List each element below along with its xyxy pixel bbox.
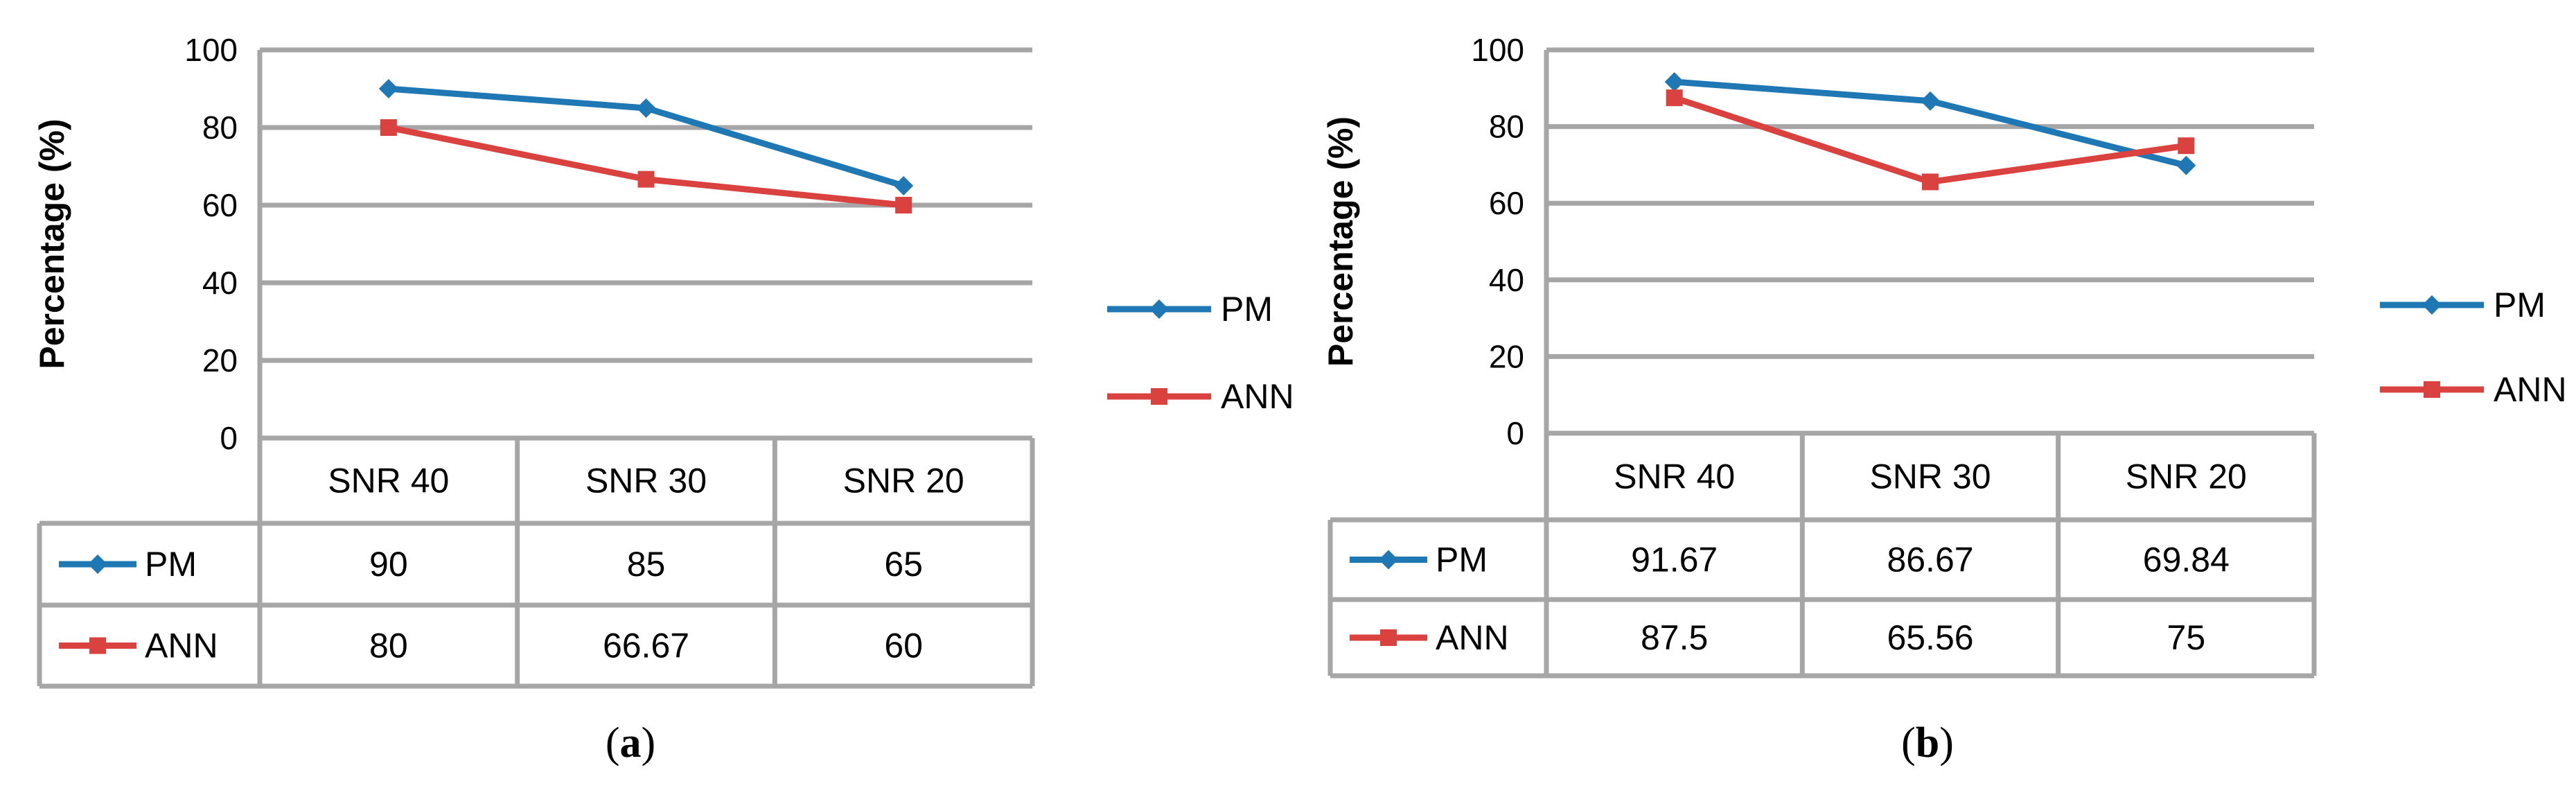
y-tick-label: 20 xyxy=(202,342,238,378)
legend-label: ANN xyxy=(2494,370,2567,409)
panel-caption: (a) xyxy=(606,719,655,767)
caption-close-paren: ) xyxy=(1939,719,1954,767)
data-point xyxy=(894,176,914,195)
category-label: SNR 30 xyxy=(585,462,707,500)
table-cell-value: 65.56 xyxy=(1887,618,1973,657)
legend: PM ANN xyxy=(2380,286,2567,409)
data-point xyxy=(636,98,656,118)
series-ann xyxy=(380,119,912,213)
y-tick-label: 100 xyxy=(1471,32,1524,68)
data-point xyxy=(2176,155,2196,175)
y-axis-label: Percentage (%) xyxy=(1321,116,1360,367)
table-cell-value: 75 xyxy=(2167,618,2206,657)
table-cell-value: 66.67 xyxy=(603,627,689,665)
panel-caption: (b) xyxy=(1901,719,1954,767)
series-pm xyxy=(378,79,914,195)
table-cell-value: 60 xyxy=(884,627,923,665)
legend-label: PM xyxy=(1221,290,1273,329)
data-table: SNR 40 SNR 30 SNR 20 PM 90 85 65 ANN 80 66.67 60 xyxy=(37,438,1035,689)
caption-letter: b xyxy=(1916,719,1939,767)
data-point xyxy=(1921,91,1940,111)
data-point xyxy=(637,171,655,188)
legend-label: PM xyxy=(2494,286,2546,324)
table-legend-key-marker xyxy=(1379,550,1398,570)
category-label: SNR 40 xyxy=(1614,457,1735,496)
table-series-name: ANN xyxy=(1436,618,1509,657)
table-series-name: PM xyxy=(145,545,197,584)
table-cell-value: 87.5 xyxy=(1641,618,1708,657)
table-series-name: PM xyxy=(1436,541,1488,579)
legend: PM ANN xyxy=(1107,290,1294,416)
table-cell-value: 85 xyxy=(627,545,666,584)
legend-key-marker xyxy=(2424,381,2440,398)
table-legend-key-marker xyxy=(89,637,106,654)
series-ann xyxy=(1666,89,2195,191)
y-tick-label: 80 xyxy=(202,110,238,146)
table-series-name: ANN xyxy=(145,627,218,665)
table-cell-value: 69.84 xyxy=(2143,541,2230,579)
data-point xyxy=(895,197,912,213)
table-cell-value: 90 xyxy=(369,545,408,584)
data-point xyxy=(1666,89,1683,107)
caption-open-paren: ( xyxy=(606,719,620,767)
series-pm xyxy=(1664,72,2196,175)
category-label: SNR 30 xyxy=(1869,457,1991,496)
y-tick-label: 60 xyxy=(1489,185,1524,221)
category-label: SNR 20 xyxy=(843,462,964,500)
legend-key-marker xyxy=(2422,295,2442,315)
y-tick-label: 0 xyxy=(1506,415,1524,451)
data-point xyxy=(1664,72,1684,92)
y-tick-label: 0 xyxy=(220,420,238,456)
y-tick-label: 40 xyxy=(1489,262,1524,298)
category-label: SNR 20 xyxy=(2126,457,2247,496)
table-legend-key-marker xyxy=(1380,629,1397,646)
table-cell-value: 86.67 xyxy=(1887,541,1973,579)
y-tick-label: 40 xyxy=(202,265,238,301)
y-tick-label: 60 xyxy=(202,187,238,223)
data-point xyxy=(378,79,398,98)
table-cell-value: 91.67 xyxy=(1631,541,1718,579)
y-tick-label: 20 xyxy=(1489,338,1524,374)
caption-open-paren: ( xyxy=(1901,719,1916,767)
table-cell-value: 80 xyxy=(369,627,408,665)
legend-label: ANN xyxy=(1221,377,1294,416)
category-label: SNR 40 xyxy=(328,462,449,500)
series-line xyxy=(387,124,904,209)
caption-letter: a xyxy=(620,719,642,767)
y-tick-label: 80 xyxy=(1489,109,1524,145)
data-point xyxy=(2178,137,2195,155)
data-point xyxy=(1922,173,1939,191)
caption-close-paren: ) xyxy=(642,719,656,767)
table-cell-value: 65 xyxy=(884,545,923,584)
legend-key-marker xyxy=(1151,388,1167,405)
table-legend-key-marker xyxy=(88,554,107,574)
data-table: SNR 40 SNR 30 SNR 20 PM 91.67 86.67 69.84 ANN 87… xyxy=(1327,433,2317,679)
data-point xyxy=(380,119,397,136)
legend-key-marker xyxy=(1149,299,1169,319)
y-tick-label: 100 xyxy=(184,32,238,68)
y-axis-label: Percentage (%) xyxy=(33,119,71,369)
